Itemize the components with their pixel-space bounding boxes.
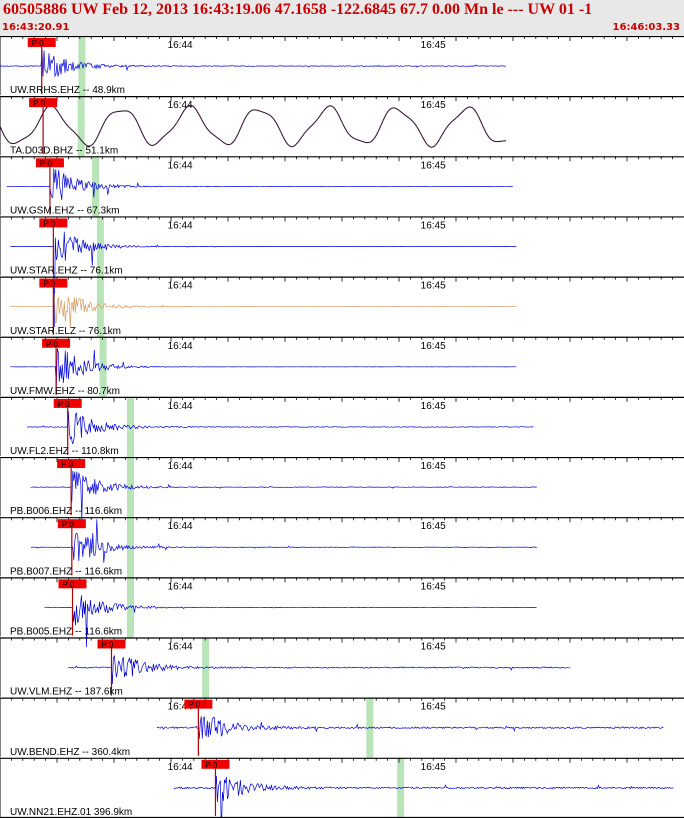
minute-tick-label: 16:44 bbox=[168, 702, 193, 713]
green-window-bar bbox=[126, 577, 134, 638]
green-window-bar bbox=[126, 457, 134, 518]
minute-tick-label: 16:44 bbox=[168, 401, 193, 412]
minute-tick-label: 16:44 bbox=[168, 581, 193, 592]
pick-label: P 0 bbox=[32, 39, 44, 48]
station-label: UW.STAR.ELZ -- 76.1km bbox=[10, 326, 121, 337]
waveform-trace bbox=[156, 715, 664, 739]
waveform-trace bbox=[10, 231, 517, 328]
pick-marker bbox=[57, 459, 86, 469]
pick-marker bbox=[57, 519, 86, 529]
minute-tick-label: 16:44 bbox=[168, 642, 193, 653]
minute-tick-label: 16:45 bbox=[421, 642, 446, 653]
minute-tick-label: 16:44 bbox=[168, 40, 193, 51]
station-label: UW.RRHS.EHZ -- 48.9km bbox=[10, 85, 125, 96]
waveform-trace bbox=[0, 104, 507, 148]
green-window-bar bbox=[96, 216, 104, 277]
minute-tick-label: 16:45 bbox=[421, 401, 446, 412]
minute-tick-label: 16:45 bbox=[421, 220, 446, 231]
green-window-bar bbox=[78, 36, 86, 97]
minute-tick-label: 16:45 bbox=[421, 521, 446, 532]
pick-marker bbox=[35, 158, 64, 168]
pick-marker bbox=[97, 639, 126, 649]
green-window-bar bbox=[92, 156, 100, 217]
waveform-trace bbox=[68, 654, 571, 684]
station-label: TA.D03D.BHZ -- 51.1km bbox=[10, 145, 118, 156]
station-label: UW.NN21.EHZ.01 396.9km bbox=[10, 807, 132, 818]
pick-label: P 0 bbox=[58, 400, 70, 409]
waveform-trace bbox=[30, 519, 537, 563]
window-end-time: 16:46:03.33 bbox=[612, 22, 680, 33]
station-label: PB.B005.EHZ -- 116.6km bbox=[10, 627, 122, 638]
minute-tick-label: 16:45 bbox=[421, 40, 446, 51]
waveform-trace bbox=[10, 348, 517, 387]
minute-tick-label: 16:45 bbox=[421, 160, 446, 171]
window-start-time: 16:43:20.91 bbox=[2, 22, 70, 33]
minute-tick-label: 16:45 bbox=[421, 762, 446, 773]
minute-tick-label: 16:45 bbox=[421, 341, 446, 352]
event-title: 60505886 UW Feb 12, 2013 16:43:19.06 47.… bbox=[3, 1, 593, 18]
pick-label: P 0 bbox=[43, 280, 55, 289]
pick-marker bbox=[29, 98, 58, 108]
waveform-trace bbox=[44, 595, 537, 648]
pick-label: P 0 bbox=[205, 761, 217, 770]
waveform-trace bbox=[27, 411, 534, 445]
minute-tick-label: 16:44 bbox=[168, 160, 193, 171]
station-label: UW.GSM.EHZ -- 67.3km bbox=[10, 205, 119, 216]
station-label: UW.FMW.EHZ -- 80.7km bbox=[10, 386, 120, 397]
pick-marker bbox=[39, 218, 68, 228]
station-label: PB.B006.EHZ -- 116.6km bbox=[10, 506, 122, 517]
minute-tick-label: 16:44 bbox=[168, 461, 193, 472]
pick-marker bbox=[53, 398, 82, 408]
pick-label: P 0 bbox=[101, 641, 113, 650]
pick-marker bbox=[184, 699, 213, 709]
seismogram-plot: 16:44 16:45 P 0 UW.RRHS.EHZ -- 48.9km 16:44 1… bbox=[0, 36, 684, 818]
minute-tick-label: 16:45 bbox=[421, 281, 446, 292]
pick-label: P 0 bbox=[40, 159, 52, 168]
pick-marker bbox=[201, 759, 230, 769]
pick-marker bbox=[27, 38, 56, 47]
pick-label: P 0 bbox=[62, 520, 74, 529]
pick-label: P 0 bbox=[188, 701, 200, 710]
pick-label: P 0 bbox=[63, 580, 75, 589]
green-window-bar bbox=[126, 517, 134, 578]
pick-label: P 0 bbox=[61, 460, 73, 469]
station-label: PB.B007.EHZ -- 116.6km bbox=[10, 566, 122, 577]
station-label: UW.FL2.EHZ -- 110.8km bbox=[10, 446, 119, 457]
pick-label: P 0 bbox=[33, 99, 45, 108]
green-window-bar bbox=[126, 396, 134, 458]
waveform-trace bbox=[9, 293, 517, 328]
minute-tick-label: 16:45 bbox=[421, 702, 446, 713]
minute-tick-label: 16:44 bbox=[168, 341, 193, 352]
waveform-trace bbox=[6, 168, 513, 201]
minute-tick-label: 16:44 bbox=[168, 521, 193, 532]
pick-marker bbox=[58, 579, 87, 589]
station-label: UW.BEND.EHZ -- 360.4km bbox=[10, 747, 130, 758]
pick-label: P 0 bbox=[43, 219, 55, 228]
station-label: UW.STAR.EHZ -- 76.1km bbox=[10, 266, 123, 277]
minute-tick-label: 16:44 bbox=[168, 281, 193, 292]
minute-tick-label: 16:44 bbox=[168, 100, 193, 111]
minute-tick-label: 16:44 bbox=[168, 762, 193, 773]
pick-marker bbox=[42, 338, 71, 348]
station-label: UW.VLM.EHZ -- 187.6km bbox=[10, 687, 123, 698]
waveform-trace bbox=[30, 470, 537, 521]
pick-marker bbox=[39, 278, 68, 288]
minute-tick-label: 16:45 bbox=[421, 461, 446, 472]
pick-label: P 0 bbox=[46, 340, 58, 349]
waveform-trace bbox=[174, 775, 674, 818]
minute-tick-label: 16:45 bbox=[421, 581, 446, 592]
event-header: 60505886 UW Feb 12, 2013 16:43:19.06 47.… bbox=[0, 0, 684, 37]
green-window-bar bbox=[77, 96, 85, 157]
minute-tick-label: 16:45 bbox=[421, 100, 446, 111]
waveform-trace bbox=[0, 49, 507, 78]
minute-tick-label: 16:44 bbox=[168, 220, 193, 231]
